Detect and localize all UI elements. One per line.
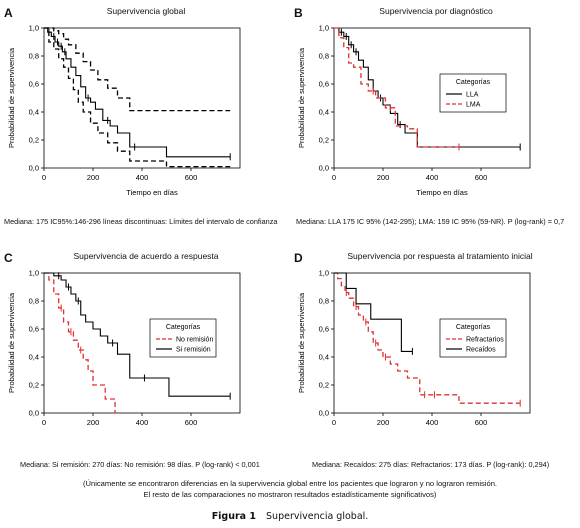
y-tick-label: 0,2: [319, 136, 329, 145]
panel-c-footnote: Mediana: Si remisión: 270 días: No remis…: [20, 460, 260, 469]
figure-note-line2: El resto de las comparaciones no mostrar…: [143, 490, 437, 499]
panel-b-title: Supervivencia por diagnóstico: [379, 6, 493, 16]
panel-a-title: Supervivencia global: [106, 6, 186, 16]
figure-note-line1: (Únicamente se encontraron diferencias e…: [82, 479, 498, 488]
figure-caption-text: Supervivencia global.: [266, 511, 369, 522]
x-tick-label: 600: [185, 173, 198, 182]
legend-entry: LLA: [466, 92, 479, 99]
series-line-1: [44, 27, 231, 112]
legend-entry: LMA: [466, 102, 481, 109]
y-tick-label: 0,6: [319, 80, 329, 89]
y-tick-label: 0,8: [319, 52, 329, 61]
y-axis-label: Probabilidad de supervivencia: [7, 292, 16, 393]
legend-entry: Recaídos: [466, 347, 496, 354]
x-tick-label: 0: [332, 418, 336, 427]
x-axis-label: Tiempo en días: [126, 188, 178, 197]
y-axis-label: Probabilidad de supervivencia: [297, 292, 306, 393]
series-line-lla: [334, 27, 521, 148]
figure-caption: Figura 1 Supervivencia global.: [0, 511, 580, 522]
survival-chart-d: 0,0 0,2 0,4 0,6 0,8 1,0 0 200 400 600 Probabilidad…: [297, 269, 531, 427]
x-tick-label: 600: [475, 173, 488, 182]
x-tick-label: 200: [87, 418, 100, 427]
y-tick-label: 0,0: [29, 164, 39, 173]
y-tick-label: 0,2: [29, 136, 39, 145]
y-axis-label: Probabilidad de supervivencia: [297, 47, 306, 148]
y-tick-label: 0,8: [29, 52, 39, 61]
y-axis-label: Probabilidad de supervivencia: [7, 47, 16, 148]
x-tick-label: 0: [332, 173, 336, 182]
legend-box: [149, 318, 217, 358]
x-tick-label: 400: [426, 418, 439, 427]
x-tick-label: 600: [185, 418, 198, 427]
x-tick-label: 200: [87, 173, 100, 182]
x-tick-label: 400: [426, 173, 439, 182]
series-line-si-remisión: [44, 272, 231, 397]
y-tick-label: 0,4: [29, 108, 39, 117]
survival-chart-b: 0,0 0,2 0,4 0,6 0,8 1,0 0 200 400 600 Tiempo en dí…: [297, 24, 531, 197]
legend-entry: No remisión: [176, 337, 213, 344]
series-line-refractarios: [334, 272, 521, 404]
panel-letter-b: B: [294, 6, 303, 20]
x-tick-label: 200: [377, 173, 390, 182]
survival-chart-c: 0,0 0,2 0,4 0,6 0,8 1,0 0 200 400 600 Probabilidad…: [7, 269, 241, 427]
x-tick-label: 0: [42, 173, 46, 182]
x-tick-label: 400: [136, 173, 149, 182]
x-axis-label: Tiempo en días: [416, 188, 468, 197]
legend-box: [439, 73, 507, 113]
panel-c-title: Supervivencia de acuerdo a respuesta: [73, 251, 219, 261]
panel-a-footnote: Mediana: 175 IC95%:146-296 líneas discon…: [4, 217, 278, 226]
legend-box: [439, 318, 507, 358]
panel-letter-a: A: [4, 6, 13, 20]
y-tick-label: 0,0: [319, 164, 329, 173]
y-tick-label: 0,4: [29, 353, 39, 362]
panel-d-footnote: Mediana: Recaídos: 275 días: Refractario…: [312, 460, 550, 469]
y-tick-label: 0,4: [319, 108, 329, 117]
panel-letter-d: D: [294, 251, 303, 265]
y-tick-label: 0,6: [319, 325, 329, 334]
y-tick-label: 0,6: [29, 80, 39, 89]
y-tick-label: 0,4: [319, 353, 329, 362]
legend-entry: Refractarios: [466, 337, 504, 344]
legend-title: Categorías: [456, 79, 491, 86]
x-tick-label: 400: [136, 418, 149, 427]
legend-entry: Si remisión: [176, 347, 211, 354]
x-tick-label: 600: [475, 418, 488, 427]
x-tick-label: 200: [377, 418, 390, 427]
series-line-recaídos: [334, 272, 413, 352]
panel-d-title: Supervivencia por respuesta al tratamien…: [347, 251, 533, 261]
survival-chart-a: 0,0 0,2 0,4 0,6 0,8 1,0 0 200 400 600 Tiempo en dí…: [7, 24, 241, 197]
y-tick-label: 0,8: [319, 297, 329, 306]
y-tick-label: 1,0: [29, 269, 39, 278]
series-line-2: [44, 27, 231, 168]
series-line-no-remisión: [44, 272, 116, 413]
series-line-lma: [334, 27, 459, 148]
figure-caption-label: Figura 1: [211, 511, 257, 522]
y-tick-label: 0,8: [29, 297, 39, 306]
y-tick-label: 1,0: [319, 24, 329, 33]
y-tick-label: 0,0: [319, 409, 329, 418]
panel-b-footnote: Mediana: LLA 175 IC 95% (142-295); LMA: …: [296, 217, 565, 226]
series-line-0: [44, 27, 231, 158]
x-tick-label: 0: [42, 418, 46, 427]
y-tick-label: 0,0: [29, 409, 39, 418]
y-tick-label: 1,0: [29, 24, 39, 33]
y-tick-label: 1,0: [319, 269, 329, 278]
legend-title: Categorías: [166, 324, 201, 331]
y-tick-label: 0,2: [29, 381, 39, 390]
y-tick-label: 0,2: [319, 381, 329, 390]
y-tick-label: 0,6: [29, 325, 39, 334]
legend-title: Categorías: [456, 324, 491, 331]
panel-letter-c: C: [4, 251, 13, 265]
